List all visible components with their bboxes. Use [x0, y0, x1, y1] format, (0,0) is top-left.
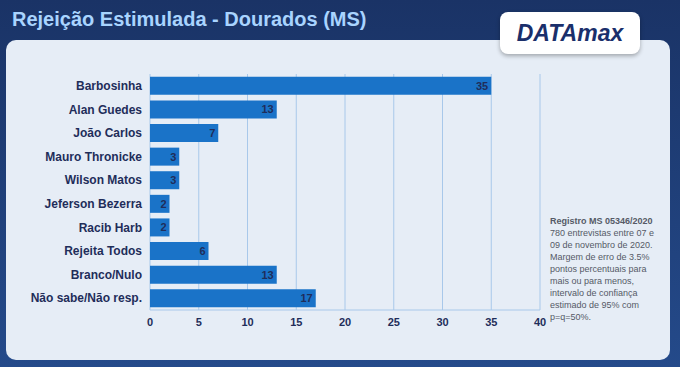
svg-text:13: 13	[262, 269, 274, 281]
svg-text:0: 0	[147, 316, 153, 328]
svg-text:Racib Harb: Racib Harb	[79, 221, 142, 235]
svg-text:Alan Guedes: Alan Guedes	[69, 103, 143, 117]
svg-text:17: 17	[301, 292, 313, 304]
html-text:DATAmax: DATAmax	[516, 19, 624, 46]
svg-text:13: 13	[262, 103, 274, 115]
html-text:Rejeição Estimulada - Dourados: Rejeição Estimulada - Dourados (MS)	[12, 8, 367, 30]
html-text:780 entrevistas entre 07 e 09: 780 entrevistas entre 07 e 09 de novembr…	[550, 228, 655, 322]
svg-text:Branco/Nulo: Branco/Nulo	[71, 268, 142, 282]
svg-text:35: 35	[476, 80, 488, 92]
svg-text:2: 2	[160, 221, 166, 233]
svg-text:15: 15	[290, 316, 302, 328]
svg-text:20: 20	[339, 316, 351, 328]
svg-text:Barbosinha: Barbosinha	[76, 79, 142, 93]
svg-text:2: 2	[160, 198, 166, 210]
svg-text:10: 10	[241, 316, 253, 328]
svg-text:6: 6	[199, 245, 205, 257]
svg-text:Mauro Thronicke: Mauro Thronicke	[45, 150, 142, 164]
svg-text:3: 3	[170, 151, 176, 163]
svg-text:40: 40	[534, 316, 546, 328]
svg-text:7: 7	[209, 127, 215, 139]
svg-text:3: 3	[170, 174, 176, 186]
svg-text:5: 5	[196, 316, 202, 328]
svg-text:30: 30	[436, 316, 448, 328]
svg-text:Jeferson Bezerra: Jeferson Bezerra	[45, 197, 143, 211]
svg-text:João Carlos: João Carlos	[73, 126, 142, 140]
svg-text:Não sabe/Não resp.: Não sabe/Não resp.	[31, 291, 142, 305]
svg-text:25: 25	[388, 316, 400, 328]
svg-text:Rejeita Todos: Rejeita Todos	[64, 244, 142, 258]
svg-text:Wilson Matos: Wilson Matos	[65, 173, 143, 187]
html-text:Registro MS 05346/2020: Registro MS 05346/2020	[550, 216, 653, 226]
svg-text:35: 35	[485, 316, 497, 328]
